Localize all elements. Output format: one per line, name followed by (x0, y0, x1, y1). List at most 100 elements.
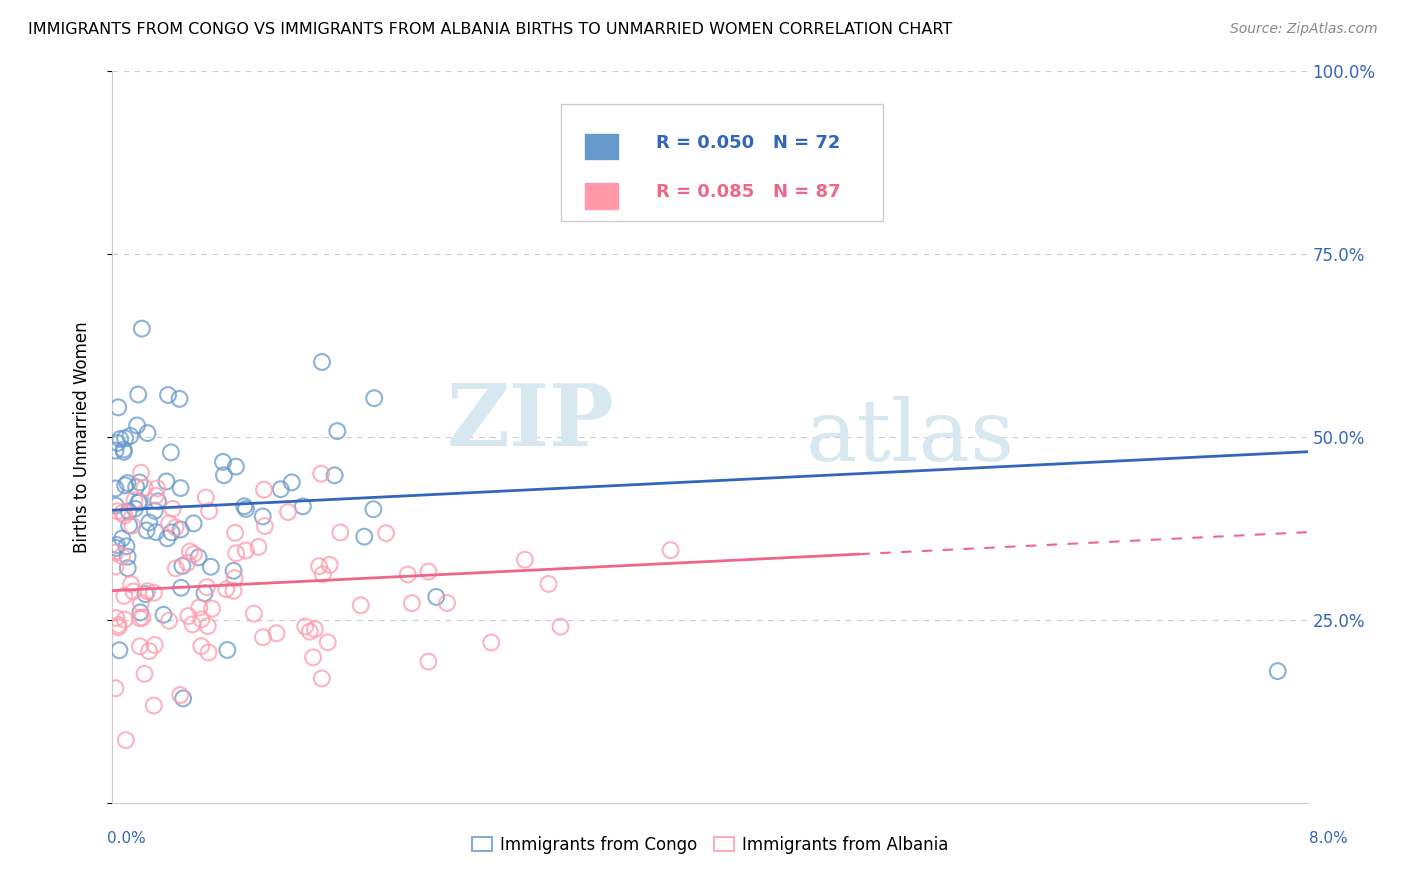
Point (104, 546, 127, 560)
Point (108, 643, 131, 657)
Point (142, 698, 165, 713)
Point (112, 445, 135, 459)
Text: atlas: atlas (806, 395, 1015, 479)
Point (311, 355, 333, 369)
Point (170, 581, 193, 595)
Point (104, 499, 127, 513)
Point (114, 733, 136, 747)
Point (425, 590, 447, 604)
Point (172, 691, 194, 706)
Point (157, 388, 180, 402)
Text: R = 0.050   N = 72: R = 0.050 N = 72 (657, 134, 841, 152)
Point (312, 567, 335, 582)
Point (160, 445, 183, 459)
Point (316, 635, 339, 649)
Point (135, 524, 157, 538)
Point (225, 459, 247, 474)
Point (281, 475, 304, 490)
Point (326, 424, 349, 438)
Point (134, 587, 156, 601)
Point (107, 401, 129, 415)
Point (108, 432, 131, 446)
Point (124, 493, 146, 508)
Point (235, 543, 257, 558)
Point (120, 577, 142, 591)
Point (128, 475, 150, 490)
Point (117, 561, 139, 575)
Point (152, 607, 174, 622)
Point (105, 541, 128, 555)
Point (270, 482, 292, 496)
Point (224, 571, 246, 585)
Point (105, 538, 128, 552)
Point (401, 596, 423, 610)
Point (318, 558, 340, 572)
Point (136, 584, 159, 599)
Point (143, 638, 166, 652)
Point (1267, 664, 1289, 678)
Point (104, 443, 127, 458)
FancyBboxPatch shape (585, 183, 619, 209)
Point (107, 620, 129, 634)
Point (117, 476, 139, 491)
Text: 8.0%: 8.0% (1309, 831, 1348, 846)
Point (183, 516, 205, 531)
Point (115, 539, 138, 553)
Point (122, 584, 145, 599)
Point (169, 481, 191, 495)
Y-axis label: Births to Unmarried Women: Births to Unmarried Women (73, 321, 91, 553)
Point (124, 501, 146, 516)
Point (201, 601, 224, 615)
Point (125, 480, 148, 494)
Point (112, 442, 135, 457)
Point (190, 612, 212, 626)
Point (537, 577, 560, 591)
Point (302, 650, 325, 665)
Text: IMMIGRANTS FROM CONGO VS IMMIGRANTS FROM ALBANIA BIRTHS TO UNMARRIED WOMEN CORRE: IMMIGRANTS FROM CONGO VS IMMIGRANTS FROM… (28, 22, 952, 37)
Point (165, 520, 187, 534)
Point (156, 531, 179, 545)
Point (195, 580, 218, 594)
Point (107, 436, 129, 450)
Point (172, 558, 194, 573)
Point (127, 418, 149, 433)
Point (418, 565, 440, 579)
Point (225, 546, 247, 560)
Point (193, 586, 215, 600)
Point (131, 321, 153, 335)
Point (190, 639, 212, 653)
Text: Source: ZipAtlas.com: Source: ZipAtlas.com (1230, 22, 1378, 37)
Point (111, 549, 134, 563)
Point (224, 525, 246, 540)
Point (659, 543, 682, 558)
Point (170, 523, 193, 537)
Point (323, 468, 346, 483)
Point (177, 609, 200, 624)
Point (235, 502, 257, 516)
Point (111, 532, 134, 546)
Point (215, 582, 238, 597)
Point (212, 455, 235, 469)
Point (188, 600, 211, 615)
Point (114, 431, 136, 445)
Point (117, 549, 139, 564)
Point (145, 524, 167, 539)
Point (253, 483, 276, 497)
Point (105, 611, 128, 625)
Point (277, 505, 299, 519)
Point (120, 429, 142, 443)
Point (142, 585, 165, 599)
Point (138, 516, 160, 530)
Point (121, 518, 143, 533)
Text: ZIP: ZIP (447, 381, 614, 465)
Point (134, 481, 156, 495)
Point (104, 559, 127, 574)
Point (252, 509, 274, 524)
Point (436, 596, 458, 610)
Point (418, 655, 440, 669)
Point (513, 552, 536, 566)
Point (129, 640, 152, 654)
Point (309, 467, 332, 481)
Point (145, 489, 167, 503)
Legend: Immigrants from Congo, Immigrants from Albania: Immigrants from Congo, Immigrants from A… (465, 829, 955, 860)
